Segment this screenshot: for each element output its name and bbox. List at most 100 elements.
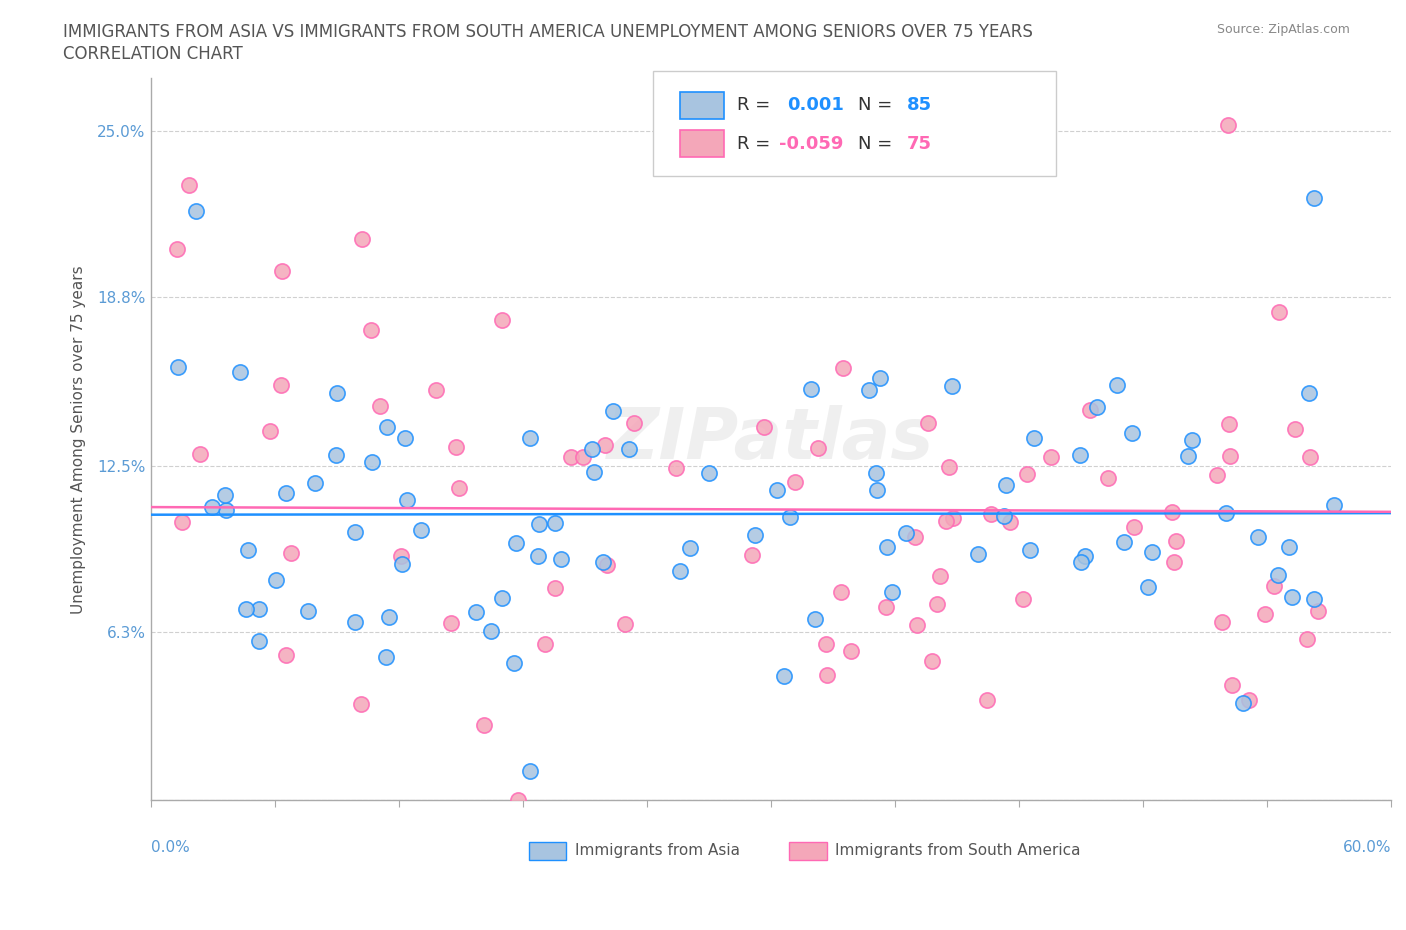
Point xyxy=(773,669,796,684)
Point xyxy=(602,404,624,418)
Point xyxy=(166,360,188,375)
Point xyxy=(1121,426,1143,441)
Point xyxy=(993,508,1015,523)
FancyBboxPatch shape xyxy=(789,842,827,859)
Point xyxy=(527,517,550,532)
Point xyxy=(446,440,468,455)
Point xyxy=(839,644,862,658)
Point xyxy=(1163,554,1185,569)
Point xyxy=(815,668,838,683)
Point xyxy=(491,591,513,605)
Point xyxy=(596,558,619,573)
Text: IMMIGRANTS FROM ASIA VS IMMIGRANTS FROM SOUTH AMERICA UNEMPLOYMENT AMONG SENIORS: IMMIGRANTS FROM ASIA VS IMMIGRANTS FROM … xyxy=(63,23,1033,41)
Point xyxy=(779,510,801,525)
Point xyxy=(1246,530,1268,545)
Point xyxy=(377,419,399,434)
Point xyxy=(228,365,250,379)
Point xyxy=(1112,535,1135,550)
Point xyxy=(866,483,889,498)
Point xyxy=(304,475,326,490)
Point xyxy=(830,584,852,599)
Point xyxy=(994,477,1017,492)
Point xyxy=(519,431,541,445)
Point xyxy=(274,647,297,662)
Point xyxy=(966,547,988,562)
Point xyxy=(1232,696,1254,711)
Point xyxy=(1136,579,1159,594)
Point xyxy=(391,556,413,571)
Point xyxy=(1239,693,1261,708)
Y-axis label: Unemployment Among Seniors over 75 years: Unemployment Among Seniors over 75 years xyxy=(72,265,86,614)
Text: Source: ZipAtlas.com: Source: ZipAtlas.com xyxy=(1216,23,1350,36)
Point xyxy=(201,499,224,514)
Point xyxy=(1177,448,1199,463)
Point xyxy=(1205,468,1227,483)
Point xyxy=(904,530,927,545)
Point xyxy=(447,480,470,495)
Point xyxy=(804,612,827,627)
Point xyxy=(1278,539,1301,554)
Point xyxy=(679,540,702,555)
Point xyxy=(882,584,904,599)
Point xyxy=(235,602,257,617)
Point xyxy=(1281,590,1303,604)
Point xyxy=(247,633,270,648)
Point xyxy=(166,242,188,257)
Point xyxy=(479,623,502,638)
Point xyxy=(503,656,526,671)
Point xyxy=(259,423,281,438)
Point xyxy=(875,599,897,614)
Point xyxy=(1019,543,1042,558)
Point xyxy=(582,464,605,479)
Text: R =: R = xyxy=(737,97,776,114)
Point xyxy=(832,361,855,376)
Text: ZIPatlas: ZIPatlas xyxy=(607,405,935,473)
Point xyxy=(472,718,495,733)
Point xyxy=(1078,403,1101,418)
Text: -0.059: -0.059 xyxy=(779,135,844,153)
Point xyxy=(1303,591,1326,606)
Point xyxy=(440,616,463,631)
Point xyxy=(1218,117,1240,132)
Text: 0.0%: 0.0% xyxy=(150,840,190,856)
Point xyxy=(1166,534,1188,549)
Text: N =: N = xyxy=(858,135,897,153)
Point xyxy=(935,514,957,529)
Point xyxy=(741,547,763,562)
Point xyxy=(1161,504,1184,519)
Point xyxy=(1140,544,1163,559)
FancyBboxPatch shape xyxy=(681,130,724,157)
Point xyxy=(270,378,292,392)
Point xyxy=(1254,606,1277,621)
Point xyxy=(1218,417,1240,432)
Point xyxy=(533,637,555,652)
Point xyxy=(942,511,965,525)
Point xyxy=(179,178,201,193)
FancyBboxPatch shape xyxy=(652,71,1056,176)
Point xyxy=(925,596,948,611)
Point xyxy=(526,549,548,564)
Point xyxy=(550,551,572,566)
Point xyxy=(1302,191,1324,206)
Point xyxy=(325,448,347,463)
Point xyxy=(1070,554,1092,569)
Point xyxy=(869,370,891,385)
Point xyxy=(976,693,998,708)
Point xyxy=(280,546,302,561)
Point xyxy=(395,493,418,508)
Text: 60.0%: 60.0% xyxy=(1343,840,1391,856)
Text: 85: 85 xyxy=(907,97,932,114)
Point xyxy=(491,312,513,327)
Point xyxy=(350,231,373,246)
Point xyxy=(361,454,384,469)
Point xyxy=(894,525,917,540)
FancyBboxPatch shape xyxy=(529,842,567,859)
Text: Immigrants from Asia: Immigrants from Asia xyxy=(575,843,740,857)
Point xyxy=(465,604,488,619)
Point xyxy=(1306,604,1329,618)
Point xyxy=(1298,386,1320,401)
Point xyxy=(571,450,593,465)
Point xyxy=(389,549,412,564)
Point xyxy=(1181,432,1204,447)
Point xyxy=(544,580,567,595)
